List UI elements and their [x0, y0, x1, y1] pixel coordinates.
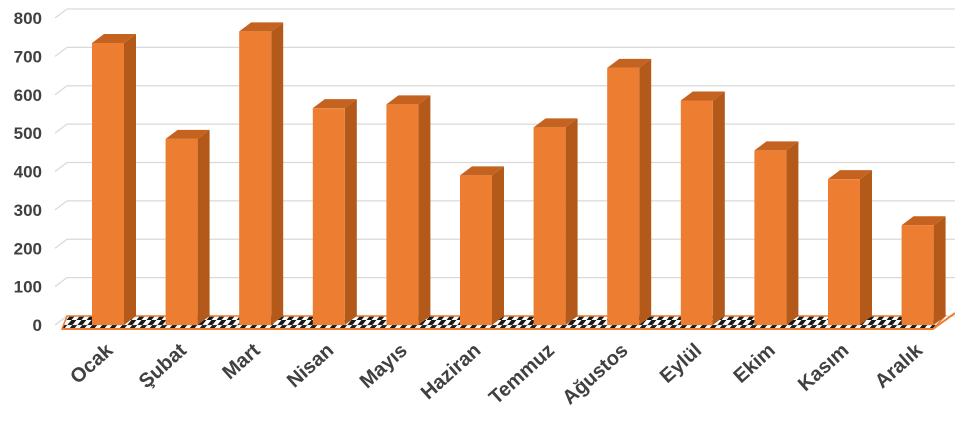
x-tick-label: Aralık: [871, 339, 928, 393]
bar-2: [239, 22, 284, 326]
bar-10: [828, 170, 872, 325]
bar-top: [754, 141, 799, 151]
y-tick-label: 200: [14, 239, 42, 258]
bar-9: [754, 141, 799, 325]
bar-4: [386, 95, 431, 325]
floor-edge-right: [932, 312, 955, 330]
bar-6: [533, 118, 578, 326]
y-tick-label: 300: [14, 201, 42, 220]
x-tick-label: Eylül: [656, 339, 706, 387]
bar-1: [165, 129, 210, 325]
bar-front: [901, 225, 934, 325]
bar-top: [901, 216, 946, 226]
bar-front: [607, 67, 640, 325]
y-tick-label: 700: [14, 47, 42, 66]
bars: [92, 22, 946, 326]
x-tick-label: Kasım: [794, 339, 853, 396]
gridlines: [54, 8, 955, 326]
bar-top: [828, 170, 872, 180]
x-tick-label: Temmuz: [485, 339, 559, 409]
bar-front: [828, 179, 860, 325]
bar-front: [533, 127, 566, 326]
gridline-side: [54, 8, 68, 19]
gridline-side: [54, 277, 68, 288]
bar-side: [344, 99, 357, 326]
x-axis-labels: Ocak Şubat Mart Nisan Mayıs Haziran Temmuz Ağus…: [66, 339, 927, 409]
y-tick-label: 800: [14, 9, 42, 28]
bar-11: [901, 216, 946, 325]
gridline-side: [54, 46, 68, 57]
y-tick-label: 100: [14, 278, 42, 297]
bar-top: [165, 129, 210, 139]
bar-side: [418, 95, 431, 325]
bar-front: [312, 108, 345, 326]
bar-top: [460, 166, 504, 176]
x-tick-label: Şubat: [135, 339, 191, 393]
bar-top: [312, 99, 357, 109]
bar-side: [124, 33, 136, 325]
bar-top: [239, 22, 284, 32]
bar-side: [492, 166, 504, 325]
x-tick-label: Ağustos: [558, 339, 632, 409]
x-tick-label: Nisan: [283, 339, 338, 392]
bar-top: [92, 33, 136, 43]
bar-front: [680, 100, 713, 325]
bar-front: [460, 175, 492, 325]
bar-side: [712, 91, 725, 325]
bar-side: [565, 118, 578, 326]
gridline-side: [54, 238, 68, 249]
bar-5: [460, 166, 504, 325]
x-tick-label: Haziran: [417, 339, 485, 404]
gridline-side: [54, 200, 68, 211]
x-tick-label: Ocak: [66, 339, 118, 389]
bar-8: [680, 91, 725, 325]
bar-7: [607, 58, 652, 325]
bar-3: [312, 99, 357, 326]
bar-side: [860, 170, 872, 325]
bar-top: [680, 91, 725, 101]
y-axis: 0 100 200 300 400 500 600 700 800: [14, 9, 42, 335]
bar-front: [165, 138, 198, 325]
bar-top: [607, 58, 652, 68]
x-tick-label: Mayıs: [356, 339, 412, 393]
y-tick-label: 600: [14, 86, 42, 105]
x-tick-label: Mart: [218, 339, 264, 384]
y-tick-label: 500: [14, 124, 42, 143]
bar-top: [533, 118, 578, 128]
bar-side: [271, 22, 284, 326]
bar-front: [386, 104, 419, 325]
bar-side: [197, 129, 210, 325]
bar-front: [92, 42, 124, 325]
bar-side: [639, 58, 652, 325]
x-tick-label: Ekim: [729, 339, 779, 387]
gridline-side: [54, 85, 68, 96]
bar-top: [386, 95, 431, 105]
bar-0: [92, 33, 136, 325]
bar-front: [239, 31, 272, 326]
gridline-side: [54, 162, 68, 172]
gridline-side: [54, 123, 68, 134]
bar-side: [786, 141, 799, 325]
y-tick-label: 0: [33, 316, 42, 335]
chart-floor: [60, 312, 955, 330]
gridline-side: [54, 315, 68, 326]
bar-front: [754, 150, 787, 325]
y-tick-label: 400: [14, 163, 42, 182]
bar-side: [933, 216, 946, 325]
